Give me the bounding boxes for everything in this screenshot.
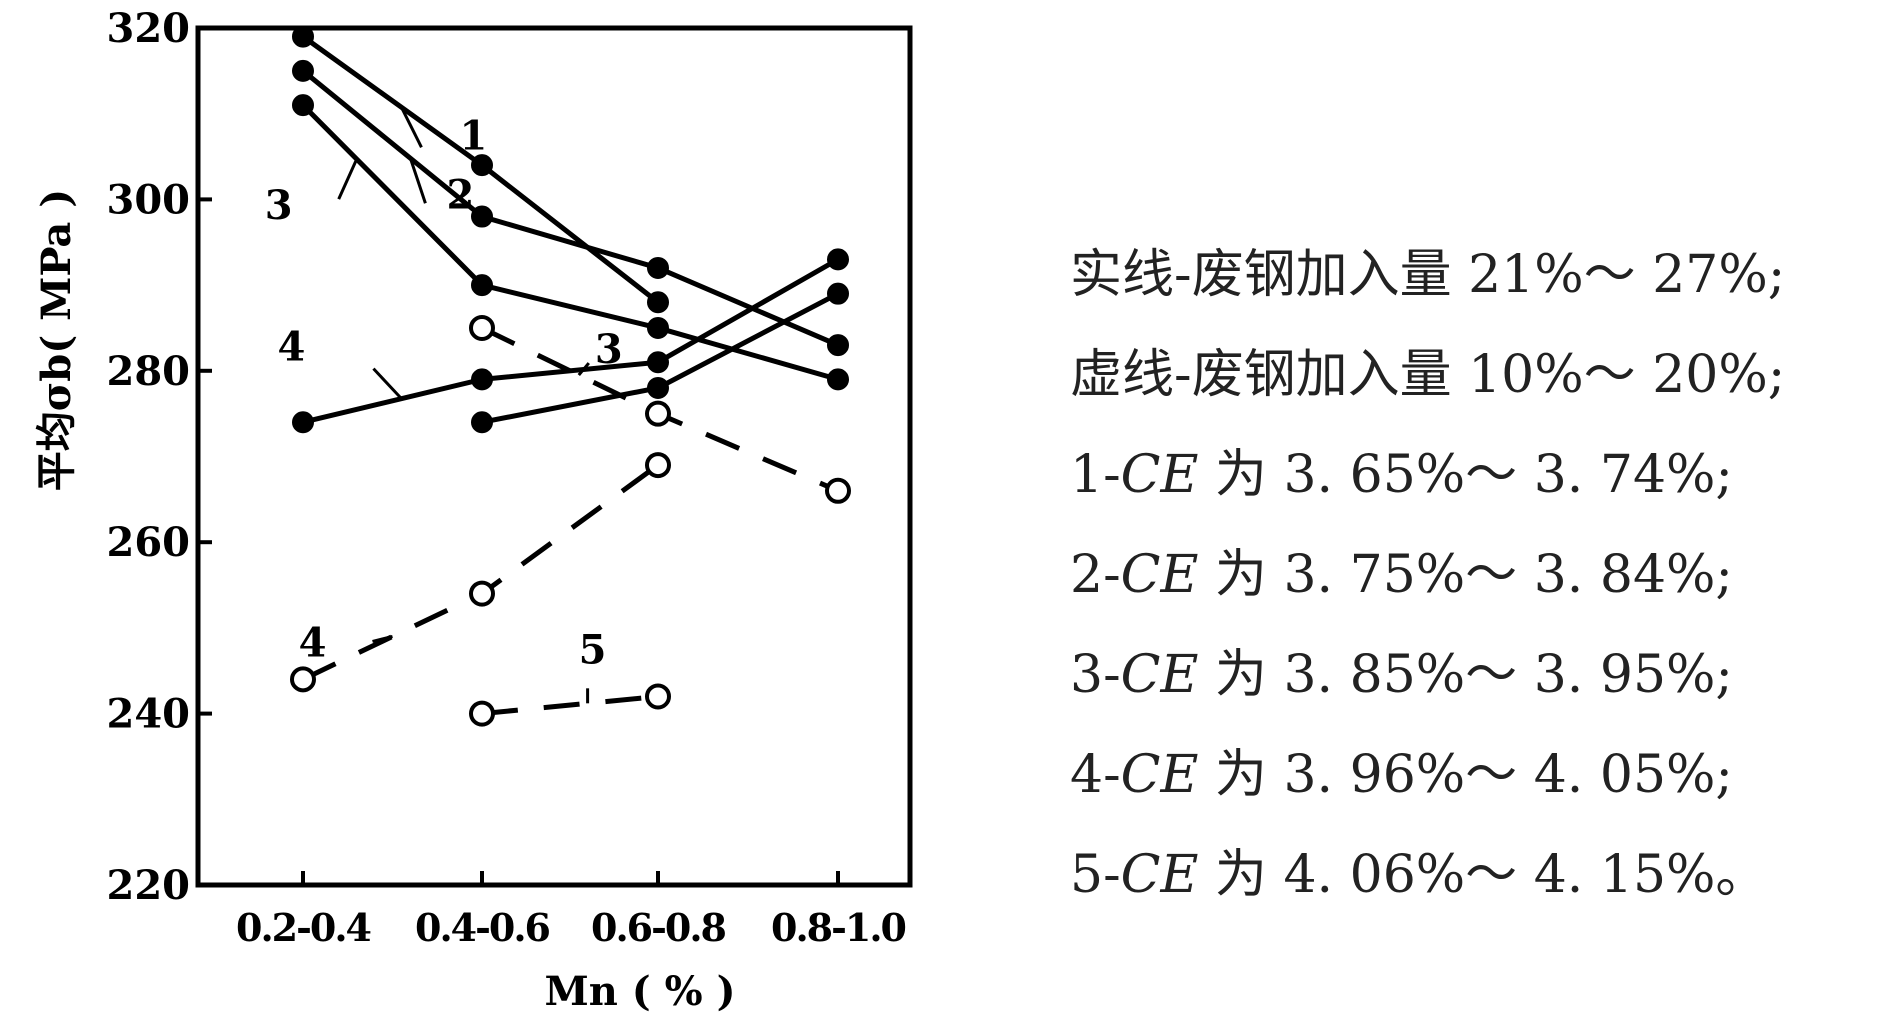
data-point-solid-3 [647,316,669,339]
data-point-solid-5 [827,282,849,305]
y-tick-label: 220 [107,862,191,909]
legend-line-prefix: 1- [1070,445,1121,505]
data-point-solid-2 [827,334,849,357]
series-callout-label: 4 [278,324,306,371]
data-point-solid-1 [647,291,669,314]
legend-line: 2-CE 为 3. 75%～ 3. 84%; [1070,525,1870,625]
data-point-solid-1 [292,25,314,48]
legend-line-ce: CE [1120,645,1199,705]
series-callout-leader [372,635,393,643]
y-tick-label: 240 [107,691,191,738]
series-callout-label: 3 [595,326,623,373]
data-point-dashed-3 [469,314,495,341]
legend-line-prefix: 4- [1070,745,1121,805]
legend-line-prefix: 5- [1070,845,1121,905]
y-axis-title: 平均σb( MPa ) [33,189,80,491]
legend-line-prefix: 实线-废钢加入量 21%～ 27%; [1070,245,1786,305]
series-callout-label: 4 [299,619,327,666]
data-point-solid-1 [471,154,493,177]
legend-line-ce: CE [1120,445,1199,505]
legend-line: 5-CE 为 4. 06%～ 4. 15%。 [1070,825,1870,925]
data-point-dashed-5 [645,683,671,710]
x-tick-label: 0.4-0.6 [415,905,550,950]
y-tick-label: 280 [107,348,191,395]
series-markers [290,25,851,727]
data-point-solid-2 [471,205,493,228]
data-point-dashed-3 [825,477,851,504]
legend-line-ce: CE [1120,545,1199,605]
data-point-solid-3 [292,94,314,117]
series-line-dashed-5 [481,693,659,717]
y-tick-label: 260 [107,519,191,566]
x-tick-label: 0.2-0.4 [236,905,371,950]
legend-line-prefix: 虚线-废钢加入量 10%～ 20%; [1070,345,1786,405]
series-callout-label: 5 [579,626,607,673]
series-callout-label: 3 [265,182,293,229]
series-line-solid-2 [301,68,839,348]
legend-line: 3-CE 为 3. 85%～ 3. 95%; [1070,625,1870,725]
legend-line: 4-CE 为 3. 96%～ 4. 05%; [1070,725,1870,825]
x-axis-title: Mn ( % ) [545,968,736,1015]
legend-line-ce: CE [1120,845,1199,905]
data-point-solid-5 [471,411,493,434]
data-point-dashed-4 [469,580,495,607]
legend-line-suffix: 为 3. 65%～ 3. 74%; [1198,445,1733,505]
legend-line-suffix: 为 4. 06%～ 4. 15%。 [1198,845,1768,905]
data-point-dashed-4 [290,666,316,693]
series-callout-label: 1 [460,112,488,159]
series-callout-leader [577,362,590,377]
data-point-solid-5 [647,376,669,399]
series-callout-leader [408,157,427,204]
data-point-solid-4 [292,411,314,434]
series-callout-leader [372,367,403,400]
data-point-solid-4 [647,351,669,374]
data-point-solid-4 [471,368,493,391]
legend-line: 虚线-废钢加入量 10%～ 20%; [1070,325,1870,425]
series-callout-leader [337,158,359,200]
series-line-solid-3 [301,103,839,382]
data-point-solid-3 [827,368,849,391]
y-tick-label: 300 [107,176,191,223]
legend-line: 实线-废钢加入量 21%～ 27%; [1070,225,1870,325]
legend-line-suffix: 为 3. 85%～ 3. 95%; [1198,645,1733,705]
legend-line-ce: CE [1120,745,1199,805]
data-point-solid-3 [471,274,493,297]
series-callout-label: 2 [446,171,474,218]
series-callout-leader [400,106,423,148]
series-line-solid-4 [302,257,840,425]
x-tick-label: 0.6-0.8 [591,905,726,950]
data-point-solid-2 [292,59,314,82]
data-point-solid-2 [647,256,669,279]
data-point-solid-4 [827,248,849,271]
legend-line-prefix: 3- [1070,645,1121,705]
legend: 实线-废钢加入量 21%～ 27%; 虚线-废钢加入量 10%～ 20%; 1-CE… [1070,225,1870,925]
legend-line-suffix: 为 3. 96%～ 4. 05%; [1198,745,1733,805]
y-tick-label: 320 [107,5,191,52]
data-point-dashed-4 [645,452,671,479]
y-axis: 220 240 260 280 300 320 [107,5,212,909]
legend-line: 1-CE 为 3. 65%～ 3. 74%; [1070,425,1870,525]
series-callouts: 1 2 3 4 3 4 5 [265,106,623,704]
data-point-dashed-3 [645,400,671,427]
legend-line-suffix: 为 3. 75%～ 3. 84%; [1198,545,1733,605]
plot-frame [195,25,913,888]
x-tick-label: 0.8-1.0 [771,905,906,950]
series-lines [301,34,840,717]
legend-line-prefix: 2- [1070,545,1121,605]
x-axis: 0.2-0.4 0.4-0.6 0.6-0.8 0.8-1.0 [236,871,908,950]
data-point-dashed-5 [469,700,495,727]
